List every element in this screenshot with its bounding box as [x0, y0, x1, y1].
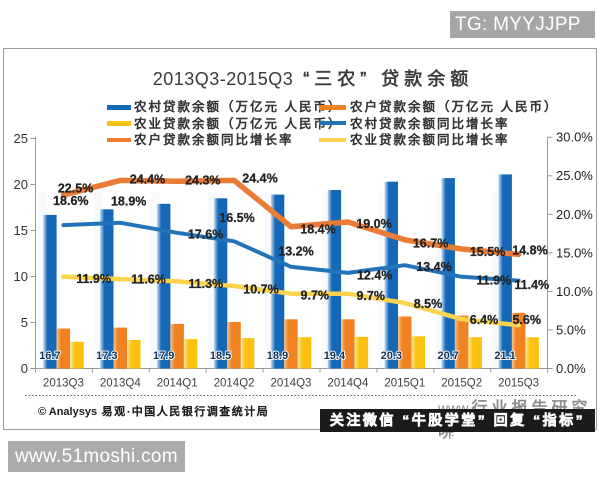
svg-text:10.7%: 10.7%: [243, 282, 278, 296]
svg-text:15: 15: [14, 223, 28, 238]
svg-text:0: 0: [21, 361, 28, 376]
svg-text:6.4%: 6.4%: [470, 313, 499, 327]
svg-text:9.7%: 9.7%: [301, 288, 330, 302]
svg-text:5.0%: 5.0%: [556, 322, 586, 337]
svg-text:2014Q2: 2014Q2: [214, 378, 255, 390]
svg-text:18.9: 18.9: [267, 350, 288, 362]
svg-text:24.4%: 24.4%: [130, 173, 165, 187]
svg-text:2014Q4: 2014Q4: [327, 378, 369, 390]
svg-text:21.1: 21.1: [494, 350, 515, 362]
svg-text:2013Q4: 2013Q4: [100, 378, 142, 390]
svg-text:15.0%: 15.0%: [556, 245, 593, 260]
svg-text:16.7%: 16.7%: [413, 236, 448, 250]
svg-text:22.5%: 22.5%: [58, 182, 93, 196]
svg-text:18.5: 18.5: [210, 350, 231, 362]
svg-text:19.4: 19.4: [324, 350, 346, 362]
svg-text:20.0%: 20.0%: [556, 207, 593, 222]
svg-text:11.4%: 11.4%: [514, 278, 549, 292]
svg-text:15.5%: 15.5%: [470, 245, 505, 259]
svg-text:10: 10: [14, 269, 28, 284]
svg-text:14.8%: 14.8%: [512, 243, 547, 257]
svg-text:20.3: 20.3: [381, 350, 402, 362]
svg-text:2014Q1: 2014Q1: [157, 378, 198, 390]
svg-text:2014Q3: 2014Q3: [271, 378, 312, 390]
svg-text:2015Q2: 2015Q2: [441, 378, 482, 390]
svg-text:30.0%: 30.0%: [556, 130, 593, 145]
svg-text:20: 20: [14, 177, 28, 192]
svg-text:16.5%: 16.5%: [219, 211, 254, 225]
svg-text:2013Q3: 2013Q3: [43, 378, 84, 390]
svg-text:20.7: 20.7: [437, 350, 458, 362]
svg-text:25.0%: 25.0%: [556, 168, 593, 183]
svg-text:2015Q1: 2015Q1: [384, 378, 425, 390]
svg-text:10.0%: 10.0%: [556, 284, 593, 299]
svg-text:17.6%: 17.6%: [188, 228, 223, 242]
svg-text:24.4%: 24.4%: [242, 171, 277, 185]
svg-text:25: 25: [14, 131, 28, 146]
svg-text:24.3%: 24.3%: [185, 173, 220, 187]
svg-text:8.5%: 8.5%: [414, 297, 443, 311]
svg-text:18.9%: 18.9%: [111, 195, 146, 209]
svg-text:0.0%: 0.0%: [556, 361, 586, 376]
svg-text:11.9%: 11.9%: [76, 272, 111, 286]
svg-text:11.6%: 11.6%: [131, 272, 166, 286]
svg-text:13.4%: 13.4%: [416, 260, 451, 274]
svg-text:17.9: 17.9: [153, 350, 174, 362]
svg-text:17.3: 17.3: [96, 350, 117, 362]
svg-text:11.3%: 11.3%: [188, 277, 223, 291]
svg-text:16.7: 16.7: [39, 350, 60, 362]
svg-text:12.4%: 12.4%: [357, 268, 392, 282]
svg-text:5.6%: 5.6%: [512, 313, 541, 327]
svg-text:18.6%: 18.6%: [53, 194, 88, 208]
svg-text:13.2%: 13.2%: [278, 245, 313, 259]
svg-text:2015Q3: 2015Q3: [498, 378, 539, 390]
svg-text:19.0%: 19.0%: [356, 217, 391, 231]
svg-text:11.9%: 11.9%: [476, 273, 511, 287]
svg-text:9.7%: 9.7%: [356, 289, 385, 303]
svg-text:18.4%: 18.4%: [300, 222, 335, 236]
svg-text:5: 5: [21, 315, 28, 330]
